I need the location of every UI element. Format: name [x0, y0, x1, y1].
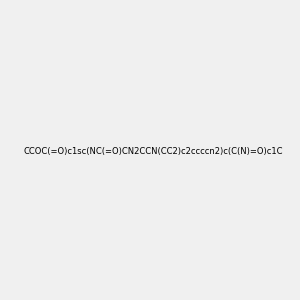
Text: CCOC(=O)c1sc(NC(=O)CN2CCN(CC2)c2ccccn2)c(C(N)=O)c1C: CCOC(=O)c1sc(NC(=O)CN2CCN(CC2)c2ccccn2)c… [24, 147, 284, 156]
